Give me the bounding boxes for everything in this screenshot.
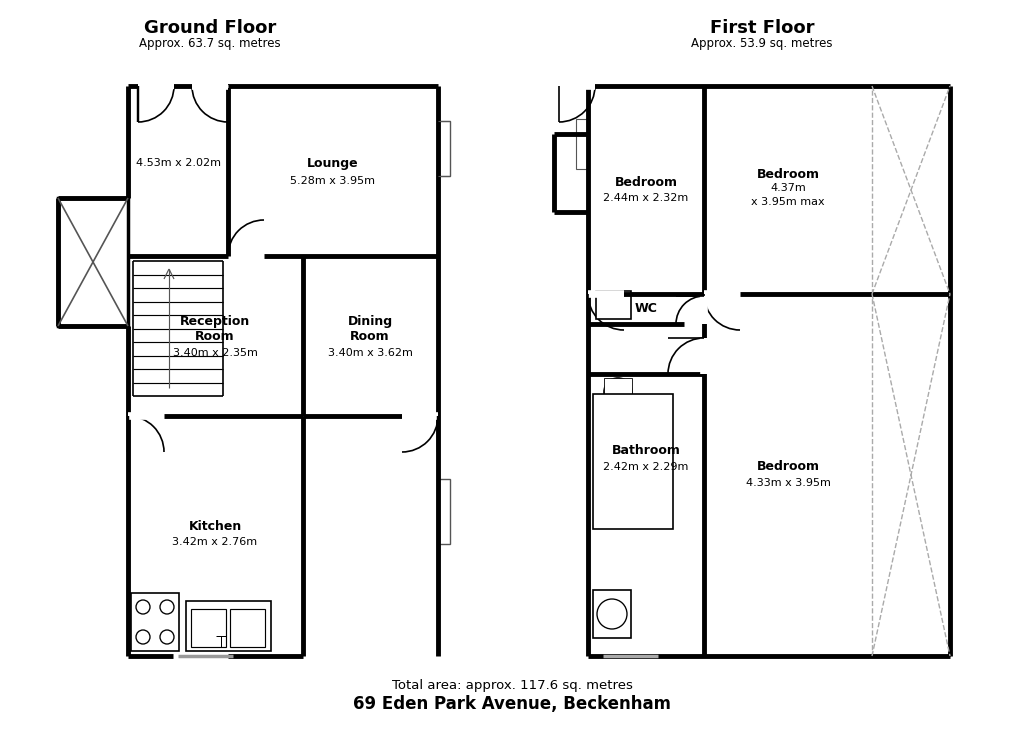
Text: Dining: Dining bbox=[347, 315, 392, 327]
Bar bbox=[872, 294, 950, 656]
Text: 2.42m x 2.29m: 2.42m x 2.29m bbox=[603, 462, 689, 472]
Text: 2.44m x 2.32m: 2.44m x 2.32m bbox=[603, 193, 688, 203]
Bar bbox=[438, 121, 450, 176]
Bar bbox=[131, 593, 179, 651]
Text: Kitchen: Kitchen bbox=[188, 519, 242, 533]
Text: Room: Room bbox=[350, 330, 390, 344]
Bar bbox=[593, 590, 631, 638]
Text: Ground Floor: Ground Floor bbox=[144, 19, 276, 37]
Text: 3.42m x 2.76m: 3.42m x 2.76m bbox=[172, 537, 258, 547]
Bar bbox=[186, 601, 271, 651]
Text: First Floor: First Floor bbox=[710, 19, 814, 37]
Bar bbox=[604, 378, 632, 406]
Text: Bedroom: Bedroom bbox=[614, 176, 678, 188]
Bar bbox=[438, 479, 450, 544]
Text: 4.33m x 3.95m: 4.33m x 3.95m bbox=[745, 478, 830, 488]
Text: Room: Room bbox=[196, 330, 234, 344]
Text: 3.40m x 3.62m: 3.40m x 3.62m bbox=[328, 348, 413, 358]
Text: Bathroom: Bathroom bbox=[611, 444, 680, 458]
Bar bbox=[58, 198, 128, 326]
Bar bbox=[593, 394, 673, 529]
Text: Approx. 63.7 sq. metres: Approx. 63.7 sq. metres bbox=[139, 37, 281, 51]
Bar bbox=[191, 609, 226, 647]
Text: 4.53m x 2.02m: 4.53m x 2.02m bbox=[135, 158, 220, 168]
Text: Bedroom: Bedroom bbox=[757, 167, 819, 181]
Text: 3.40m x 2.35m: 3.40m x 2.35m bbox=[173, 348, 257, 358]
Bar bbox=[575, 119, 588, 169]
Text: Bedroom: Bedroom bbox=[757, 461, 819, 473]
Text: Total area: approx. 117.6 sq. metres: Total area: approx. 117.6 sq. metres bbox=[391, 679, 633, 693]
Text: Reception: Reception bbox=[180, 315, 250, 327]
Text: WC: WC bbox=[635, 303, 657, 315]
Bar bbox=[230, 609, 265, 647]
Text: Approx. 53.9 sq. metres: Approx. 53.9 sq. metres bbox=[691, 37, 833, 51]
Text: 5.28m x 3.95m: 5.28m x 3.95m bbox=[291, 176, 376, 186]
Bar bbox=[872, 86, 950, 294]
Text: 4.37m: 4.37m bbox=[770, 183, 806, 193]
Bar bbox=[596, 291, 631, 319]
Text: Lounge: Lounge bbox=[307, 156, 358, 170]
Text: 69 Eden Park Avenue, Beckenham: 69 Eden Park Avenue, Beckenham bbox=[353, 695, 671, 713]
Text: x 3.95m max: x 3.95m max bbox=[752, 197, 824, 207]
